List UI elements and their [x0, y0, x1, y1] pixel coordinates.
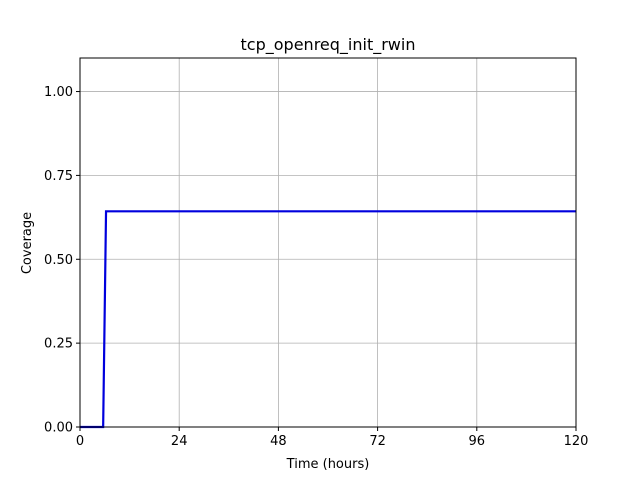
y-tick-label: 0.75 — [44, 169, 73, 184]
x-tick-label: 48 — [270, 434, 287, 449]
x-tick-label: 120 — [564, 434, 589, 449]
x-axis-label: Time (hours) — [286, 457, 370, 472]
x-tick-label: 24 — [171, 434, 188, 449]
y-tick-label: 0.00 — [44, 421, 73, 436]
x-tick-label: 0 — [76, 434, 84, 449]
y-tick-label: 1.00 — [44, 85, 73, 100]
chart-title: tcp_openreq_init_rwin — [241, 35, 416, 55]
y-tick-label: 0.50 — [44, 253, 73, 268]
ticks: 0 24 48 72 96 120 0.00 0.25 0.50 0.75 1.00 — [44, 85, 588, 449]
plot-frame — [79, 57, 577, 428]
x-tick-label: 72 — [369, 434, 386, 449]
x-tick-label: 96 — [469, 434, 486, 449]
y-tick-label: 0.25 — [44, 337, 73, 352]
y-axis-label: Coverage — [20, 212, 35, 274]
